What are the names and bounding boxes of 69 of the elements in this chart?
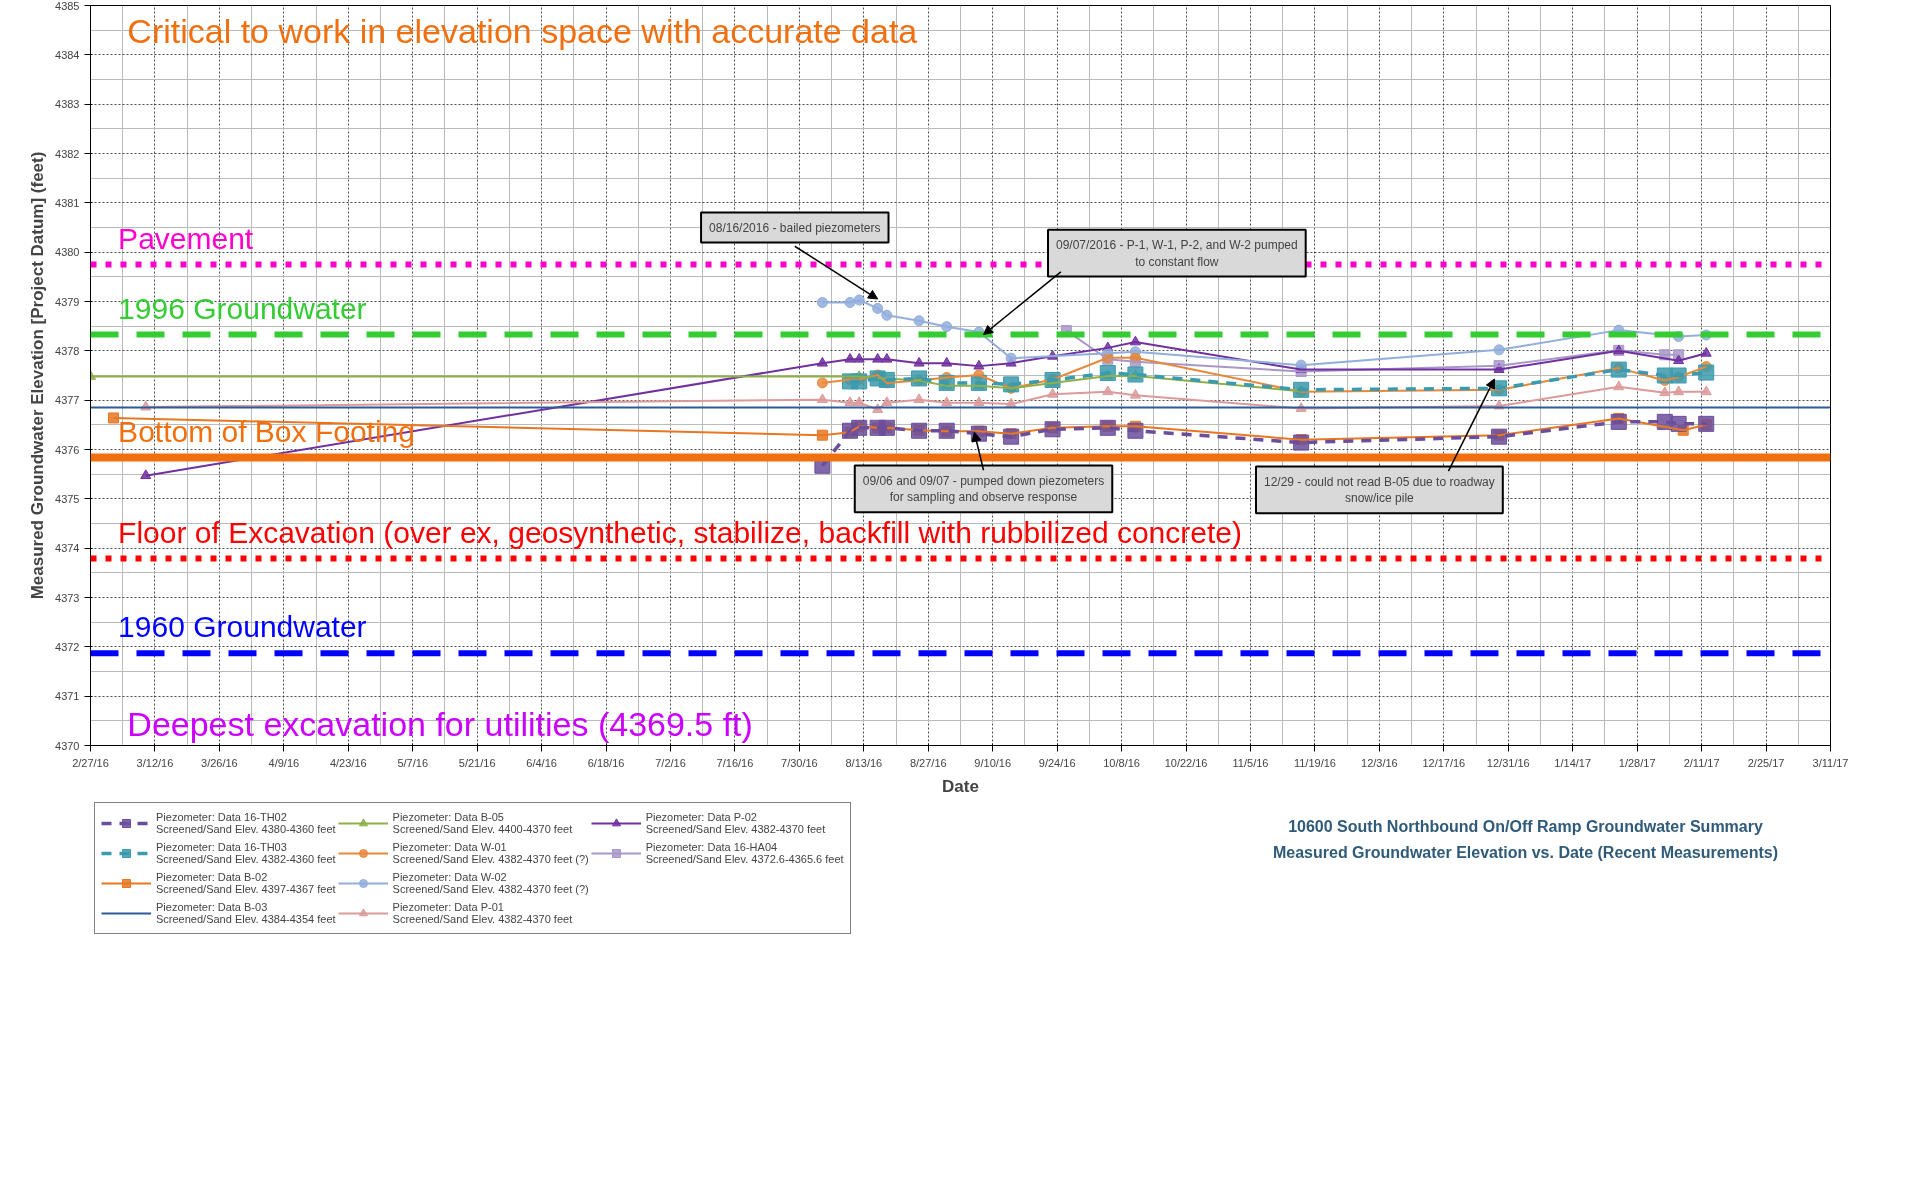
x-tick-label: 7/30/16 — [781, 756, 818, 769]
x-tick-label: 8/13/16 — [845, 756, 883, 769]
legend-label: Piezometer: Data 16-TH03 Screened/Sand Elev. 4382-4360 feet — [156, 840, 336, 867]
x-tick-label: 3/11/17 — [1812, 756, 1849, 769]
y-tick-label: 4384 — [55, 48, 80, 61]
legend-label: Piezometer: Data 16-HA04 Screened/Sand Elev. 4372.6-4365.6 feet — [645, 840, 844, 867]
y-axis-title: Measured Groundwater Elevation [Project Datum] (feet) — [28, 151, 48, 600]
y-tick-label: 4376 — [55, 443, 80, 456]
x-tick-label: 11/19/16 — [1293, 756, 1336, 769]
y-tick-label: 4381 — [55, 196, 80, 209]
x-tick-label: 7/2/16 — [655, 756, 686, 769]
x-tick-label: 1/28/17 — [1618, 756, 1656, 769]
x-tick-label: 8/27/16 — [909, 756, 947, 769]
x-tick-label: 2/25/17 — [1747, 756, 1785, 769]
text: 10600 South Northbound On/Off Ramp Groundwater Summary — [1288, 818, 1763, 835]
ref-line-label: Bottom of Box Footing — [118, 414, 415, 448]
x-tick-label: 11/5/16 — [1232, 756, 1269, 769]
legend-label: Piezometer: Data P-02 Screened/Sand Elev. 4382-4370 feet — [645, 810, 826, 837]
x-axis-title: Date — [942, 776, 979, 796]
text: Measured Groundwater Elevation vs. Date (Recent Measurements) — [1272, 844, 1779, 861]
y-tick-label: 4374 — [55, 542, 80, 555]
y-tick-label: 4370 — [55, 739, 80, 752]
y-tick-label: 4383 — [55, 98, 80, 111]
annotation: 09/07/2016 - P-1, W-1, P-2, and W-2 pumped to constant flow — [1056, 237, 1298, 269]
x-tick-label: 2/11/17 — [1683, 756, 1720, 769]
legend-label: Piezometer: Data 16-TH02 Screened/Sand Elev. 4380-4360 feet — [156, 810, 336, 837]
x-tick-label: 3/26/16 — [201, 756, 238, 769]
ref-line-label: 1996 Groundwater — [118, 291, 367, 325]
x-tick-label: 1/14/17 — [1554, 756, 1592, 769]
x-tick-label: 5/7/16 — [397, 756, 429, 769]
x-tick-label: 12/3/16 — [1361, 756, 1398, 769]
y-tick-label: 4373 — [55, 591, 80, 604]
annotation: Critical to work in elevation space with accurate data — [127, 11, 918, 50]
x-tick-label: 6/18/16 — [587, 756, 625, 769]
legend-label: Piezometer: Data W-01 Screened/Sand Elev. 4382-4370 feet (?) — [392, 840, 589, 867]
ref-line-label: 1960 Groundwater — [118, 610, 367, 644]
y-tick-label: 4385 — [55, 0, 80, 12]
x-tick-label: 7/16/16 — [716, 756, 754, 769]
legend-label: Piezometer: Data B-05 Screened/Sand Elev. 4400-4370 feet — [392, 810, 573, 837]
annotation: 08/16/2016 - bailed piezometers — [709, 220, 881, 235]
x-tick-label: 4/23/16 — [329, 756, 367, 769]
x-tick-label: 6/4/16 — [526, 756, 557, 769]
legend-label: Piezometer: Data B-02 Screened/Sand Elev. 4397-4367 feet — [156, 870, 336, 897]
legend-label: Piezometer: Data W-02 Screened/Sand Elev. 4382-4370 feet (?) — [392, 870, 589, 897]
annotation: Deepest excavation for utilities (4369.5 ft) — [127, 705, 753, 744]
x-tick-label: 2/27/16 — [72, 756, 109, 769]
ref-line-label: Floor of Excavation (over ex, geosynthetic, stabilize, backfill with rubbilized concrete) — [118, 515, 1242, 549]
x-tick-label: 4/9/16 — [268, 756, 300, 769]
x-tick-label: 5/21/16 — [458, 756, 496, 769]
annotation: 12/29 - could not read B-05 due to roadway snow/ice pile — [1263, 474, 1495, 506]
legend-label: Piezometer: Data P-01 Screened/Sand Elev. 4382-4370 feet — [392, 900, 573, 927]
ref-line-label: Pavement — [118, 221, 254, 255]
y-tick-label: 4377 — [55, 394, 80, 407]
x-tick-label: 3/12/16 — [136, 756, 174, 769]
x-tick-label: 9/10/16 — [974, 756, 1012, 769]
y-tick-label: 4382 — [55, 147, 80, 160]
y-tick-label: 4371 — [55, 690, 80, 703]
x-tick-label: 12/31/16 — [1486, 756, 1530, 769]
legend-label: Piezometer: Data B-03 Screened/Sand Elev. 4384-4354 feet — [156, 900, 336, 927]
y-tick-label: 4379 — [55, 295, 80, 308]
y-tick-label: 4375 — [55, 492, 80, 505]
x-tick-label: 9/24/16 — [1038, 756, 1076, 769]
x-tick-label: 10/22/16 — [1164, 756, 1208, 769]
y-tick-label: 4380 — [55, 246, 80, 259]
annotation: 09/06 and 09/07 - pumped down piezometers for sampling and observe response — [862, 473, 1105, 505]
x-tick-label: 12/17/16 — [1422, 756, 1466, 769]
y-tick-label: 4372 — [55, 640, 80, 653]
y-tick-label: 4378 — [55, 344, 80, 357]
x-tick-label: 10/8/16 — [1103, 756, 1140, 769]
